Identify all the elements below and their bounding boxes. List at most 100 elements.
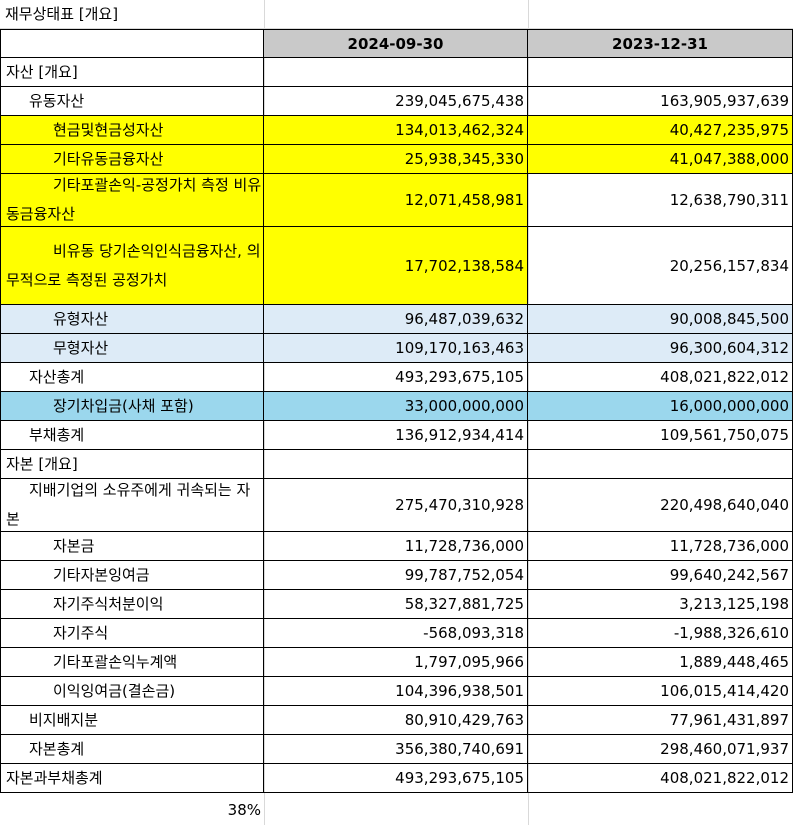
- value-cell-2023[interactable]: 11,728,736,000: [528, 532, 793, 561]
- value-cell-2024[interactable]: 25,938,345,330: [264, 145, 528, 174]
- header-label: 2024-09-30: [347, 34, 444, 53]
- value: 20,256,157,834: [669, 256, 789, 275]
- value-cell-2024[interactable]: 11,728,736,000: [264, 532, 528, 561]
- row-label-cell[interactable]: 이익잉여금(결손금): [0, 677, 264, 706]
- value-cell-2024[interactable]: 96,487,039,632: [264, 305, 528, 334]
- value-cell-2024[interactable]: 493,293,675,105: [264, 363, 528, 392]
- row-label-cell[interactable]: 자본 [개요]: [0, 450, 264, 479]
- value: 17,702,138,584: [404, 256, 524, 275]
- row-label-cell[interactable]: 비지배지분: [0, 706, 264, 735]
- value-cell-2023[interactable]: 298,460,071,937: [528, 735, 793, 764]
- row-label-cell[interactable]: 자본과부채총계: [0, 764, 264, 793]
- value-cell-2023[interactable]: 20,256,157,834: [528, 227, 793, 305]
- header-blank-cell[interactable]: [0, 29, 264, 58]
- value-cell-2024[interactable]: [264, 58, 528, 87]
- row-label-cell[interactable]: 자산 [개요]: [0, 58, 264, 87]
- value: 12,071,458,981: [404, 191, 524, 209]
- value-cell-2023[interactable]: 77,961,431,897: [528, 706, 793, 735]
- row-label-cell[interactable]: 기타자본잉여금: [0, 561, 264, 590]
- value: 99,640,242,567: [669, 566, 789, 584]
- table-row: 기타포괄손익-공정가치 측정 비유동금융자산 12,071,458,981 12,6…: [0, 174, 793, 227]
- value: 11,728,736,000: [404, 537, 524, 555]
- value-cell-2023[interactable]: [528, 58, 793, 87]
- table-row: 이익잉여금(결손금) 104,396,938,501 106,015,414,420: [0, 677, 793, 706]
- row-label-cell[interactable]: 자기주식: [0, 619, 264, 648]
- table-row: 무형자산 109,170,163,463 96,300,604,312: [0, 334, 793, 363]
- row-label: 장기차입금(사채 포함): [53, 396, 194, 415]
- value-cell-2024[interactable]: 109,170,163,463: [264, 334, 528, 363]
- sheet-title-cell[interactable]: 재무상태표 [개요]: [0, 0, 264, 29]
- value-cell-2023[interactable]: 40,427,235,975: [528, 116, 793, 145]
- row-label-cell[interactable]: 자산총계: [0, 363, 264, 392]
- value-cell-2023[interactable]: [528, 450, 793, 479]
- value-cell-2023[interactable]: 99,640,242,567: [528, 561, 793, 590]
- table-row: 현금및현금성자산 134,013,462,324 40,427,235,975: [0, 116, 793, 145]
- row-label-cell[interactable]: 부채총계: [0, 421, 264, 450]
- row-label: 무형자산: [53, 338, 109, 357]
- value-cell-2023[interactable]: 90,008,845,500: [528, 305, 793, 334]
- value-cell-2024[interactable]: 104,396,938,501: [264, 677, 528, 706]
- row-label-cell[interactable]: 장기차입금(사채 포함): [0, 392, 264, 421]
- value-cell-2023[interactable]: 408,021,822,012: [528, 363, 793, 392]
- table-row: 장기차입금(사채 포함) 33,000,000,000 16,000,000,000: [0, 392, 793, 421]
- value-cell-2024[interactable]: 58,327,881,725: [264, 590, 528, 619]
- value: 99,787,752,054: [404, 566, 524, 584]
- row-label-cell[interactable]: 자기주식처분이익: [0, 590, 264, 619]
- row-label: 자본과부채총계: [6, 768, 103, 787]
- row-label: 비지배지분: [29, 710, 99, 729]
- row-label: 이익잉여금(결손금): [53, 681, 176, 700]
- value: 77,961,431,897: [669, 711, 789, 729]
- table-row: 자본과부채총계 493,293,675,105 408,021,822,012: [0, 764, 793, 793]
- value-cell-2024[interactable]: 80,910,429,763: [264, 706, 528, 735]
- value-cell-2023[interactable]: 12,638,790,311: [528, 174, 793, 227]
- value-cell-2023[interactable]: 41,047,388,000: [528, 145, 793, 174]
- value-cell-2024[interactable]: 12,071,458,981: [264, 174, 528, 227]
- row-label-cell[interactable]: 현금및현금성자산: [0, 116, 264, 145]
- value: 90,008,845,500: [669, 310, 789, 328]
- value-cell-2023[interactable]: 3,213,125,198: [528, 590, 793, 619]
- value-cell-2024[interactable]: 239,045,675,438: [264, 87, 528, 116]
- value-cell-2023[interactable]: 96,300,604,312: [528, 334, 793, 363]
- value-cell-2023[interactable]: 220,498,640,040: [528, 479, 793, 532]
- row-label-cell[interactable]: 자본총계: [0, 735, 264, 764]
- header-cell-2023[interactable]: 2023-12-31: [528, 29, 793, 58]
- value-cell-2024[interactable]: 493,293,675,105: [264, 764, 528, 793]
- value-cell-2024[interactable]: 134,013,462,324: [264, 116, 528, 145]
- table-row: 부채총계 136,912,934,414 109,561,750,075: [0, 421, 793, 450]
- value-cell-2023[interactable]: -1,988,326,610: [528, 619, 793, 648]
- value-cell-2023[interactable]: 408,021,822,012: [528, 764, 793, 793]
- footer-percent-cell[interactable]: 38%: [0, 795, 264, 824]
- row-label-cell[interactable]: 비유동 당기손익인식금융자산, 의무적으로 측정된 공정가치: [0, 227, 264, 305]
- row-label-cell[interactable]: 기타유동금융자산: [0, 145, 264, 174]
- row-label-cell[interactable]: 유형자산: [0, 305, 264, 334]
- value-cell-2023[interactable]: 163,905,937,639: [528, 87, 793, 116]
- value-cell-2024[interactable]: 136,912,934,414: [264, 421, 528, 450]
- value: 109,170,163,463: [395, 339, 524, 357]
- value-cell-2024[interactable]: [264, 450, 528, 479]
- table-row: 자본금 11,728,736,000 11,728,736,000: [0, 532, 793, 561]
- value-cell-2023[interactable]: 1,889,448,465: [528, 648, 793, 677]
- value-cell-2024[interactable]: 356,380,740,691: [264, 735, 528, 764]
- value-cell-2024[interactable]: -568,093,318: [264, 619, 528, 648]
- row-label-cell[interactable]: 유동자산: [0, 87, 264, 116]
- header-cell-2024[interactable]: 2024-09-30: [264, 29, 528, 58]
- row-label-cell[interactable]: 기타포괄손익누계액: [0, 648, 264, 677]
- value-cell-2024[interactable]: 99,787,752,054: [264, 561, 528, 590]
- value: 408,021,822,012: [660, 769, 789, 787]
- value-cell-2024[interactable]: 33,000,000,000: [264, 392, 528, 421]
- value-cell-2024[interactable]: 1,797,095,966: [264, 648, 528, 677]
- value: 96,487,039,632: [404, 310, 524, 328]
- value-cell-2024[interactable]: 17,702,138,584: [264, 227, 528, 305]
- value-cell-2024[interactable]: 275,470,310,928: [264, 479, 528, 532]
- row-label-cell[interactable]: 자본금: [0, 532, 264, 561]
- value: 220,498,640,040: [660, 496, 789, 514]
- value-cell-2023[interactable]: 109,561,750,075: [528, 421, 793, 450]
- value: 163,905,937,639: [660, 92, 789, 110]
- row-label-cell[interactable]: 지배기업의 소유주에게 귀속되는 자본: [0, 479, 264, 532]
- row-label-cell[interactable]: 기타포괄손익-공정가치 측정 비유동금융자산: [0, 174, 264, 227]
- row-label-cell[interactable]: 무형자산: [0, 334, 264, 363]
- value: -1,988,326,610: [673, 624, 789, 642]
- value-cell-2023[interactable]: 106,015,414,420: [528, 677, 793, 706]
- value-cell-2023[interactable]: 16,000,000,000: [528, 392, 793, 421]
